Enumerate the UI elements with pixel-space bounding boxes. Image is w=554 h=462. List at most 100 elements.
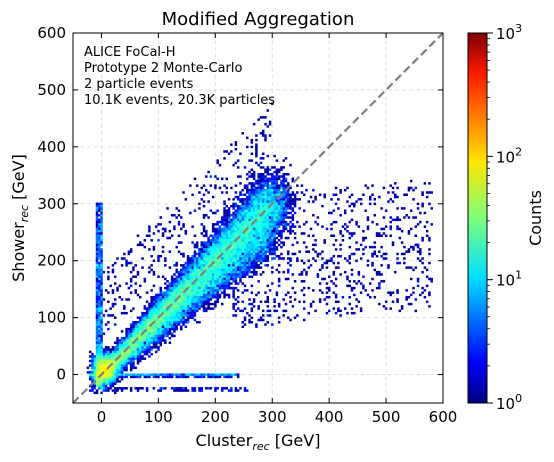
heatmap-cell (95, 336, 99, 340)
heatmap-cell (161, 295, 165, 299)
heatmap-cell (234, 243, 238, 247)
heatmap-cell (86, 371, 90, 374)
heatmap-cell (113, 341, 117, 344)
heatmap-cell (127, 359, 131, 363)
heatmap-cell (266, 225, 270, 228)
heatmap-cell (357, 270, 361, 274)
heatmap-cell (250, 198, 254, 201)
heatmap-cell (102, 314, 106, 317)
heatmap-cell (150, 332, 153, 335)
heatmap-cell (152, 295, 156, 299)
heatmap-cell (189, 280, 192, 283)
heatmap-cell (109, 384, 112, 388)
heatmap-cell (421, 286, 424, 290)
heatmap-cell (271, 102, 274, 105)
heatmap-cell (157, 332, 160, 335)
heatmap-cell (139, 323, 142, 326)
heatmap-cell (205, 266, 208, 269)
heatmap-cell (264, 134, 267, 137)
heatmap-cell (378, 232, 381, 235)
heatmap-cell (321, 264, 324, 267)
heatmap-cell (202, 307, 206, 310)
heatmap-cell (164, 314, 167, 317)
heatmap-cell (202, 264, 206, 267)
heatmap-cell (202, 193, 206, 196)
heatmap-cell (95, 275, 99, 278)
heatmap-cell (339, 188, 342, 192)
heatmap-cell (95, 232, 99, 235)
heatmap-cell (221, 275, 224, 278)
heatmap-cell (236, 255, 240, 258)
heatmap-cell (261, 314, 265, 317)
heatmap-cell (264, 234, 267, 237)
heatmap-cell (180, 321, 183, 324)
heatmap-cell (257, 223, 260, 226)
heatmap-cell (421, 239, 424, 242)
heatmap-cell (221, 248, 224, 251)
heatmap-cell (132, 321, 135, 324)
heatmap-cell (173, 302, 176, 306)
heatmap-cell (309, 264, 313, 267)
heatmap-cell (419, 248, 422, 251)
heatmap-cell (284, 193, 288, 196)
heatmap-cell (214, 286, 217, 290)
heatmap-cell (100, 214, 103, 217)
heatmap-cell (227, 375, 231, 379)
heatmap-cell (95, 366, 99, 370)
heatmap-cell (261, 227, 265, 231)
heatmap-cell (136, 375, 140, 379)
x-tick-label: 100 (144, 408, 173, 426)
heatmap-cell (98, 327, 101, 331)
heatmap-cell (100, 336, 103, 340)
heatmap-cell (123, 366, 126, 370)
heatmap-cell (173, 264, 176, 267)
heatmap-cell (289, 300, 292, 304)
heatmap-cell (232, 293, 235, 297)
heatmap-cell (98, 357, 101, 360)
heatmap-cell (332, 291, 336, 294)
heatmap-cell (159, 373, 162, 376)
heatmap-cell (250, 175, 254, 178)
heatmap-cell (236, 250, 240, 253)
heatmap-cell (182, 280, 185, 283)
heatmap-cell (255, 248, 258, 251)
heatmap-cell (261, 152, 265, 156)
heatmap-cell (252, 227, 256, 231)
heatmap-cell (211, 264, 215, 267)
heatmap-cell (348, 261, 351, 265)
heatmap-cell (293, 204, 297, 208)
heatmap-cell (332, 220, 336, 224)
heatmap-cell (152, 323, 156, 326)
heatmap-cell (209, 286, 213, 290)
heatmap-cell (366, 218, 370, 222)
heatmap-cell (100, 355, 103, 358)
heatmap-cell (170, 302, 174, 306)
heatmap-cell (136, 316, 140, 319)
heatmap-cell (139, 343, 142, 347)
heatmap-cell (88, 373, 92, 376)
heatmap-cell (241, 257, 244, 260)
heatmap-cell (186, 309, 190, 313)
heatmap-cell (200, 286, 203, 290)
heatmap-cell (236, 159, 240, 162)
heatmap-cell (118, 359, 122, 363)
heatmap-cell (223, 209, 226, 212)
heatmap-cell (186, 273, 190, 276)
heatmap-cell (214, 184, 217, 187)
heatmap-cell (266, 232, 270, 235)
heatmap-cell (211, 302, 215, 306)
heatmap-cell (425, 284, 429, 288)
heatmap-cell (271, 243, 274, 247)
heatmap-cell (91, 352, 94, 356)
heatmap-cell (186, 375, 190, 379)
heatmap-cell (394, 270, 397, 274)
heatmap-cell (252, 177, 256, 181)
heatmap-cell (246, 255, 249, 258)
heatmap-cell (428, 248, 431, 251)
heatmap-cell (223, 220, 226, 224)
heatmap-cell (243, 166, 247, 169)
heatmap-cell (309, 227, 313, 231)
heatmap-cell (266, 207, 270, 210)
heatmap-cell (191, 280, 194, 283)
heatmap-cell (136, 343, 140, 347)
